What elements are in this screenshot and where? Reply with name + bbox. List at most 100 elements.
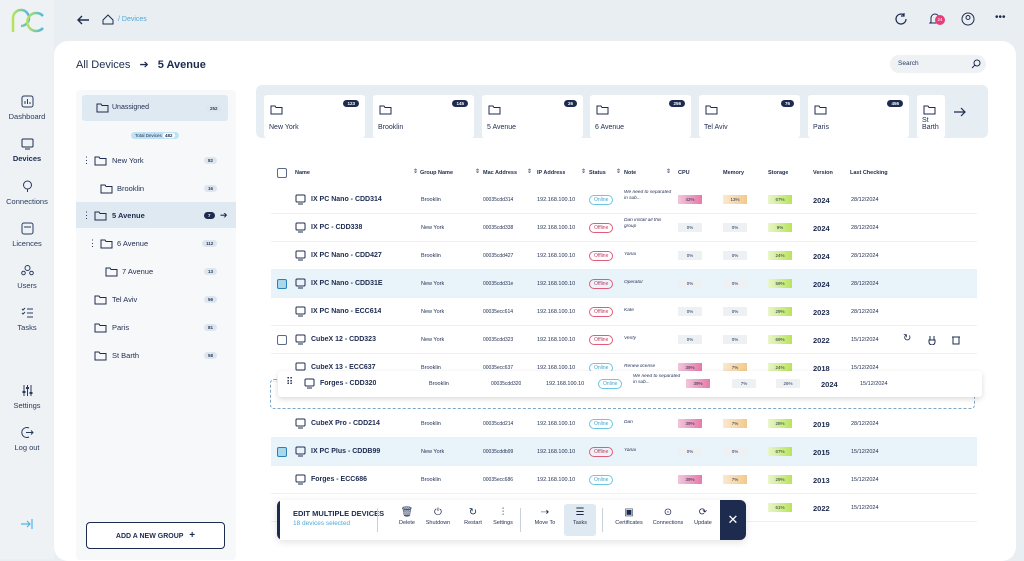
column-header[interactable]: IP Address <box>537 170 566 176</box>
nav-logout[interactable]: Log out <box>0 426 54 452</box>
column-header[interactable]: Storage <box>768 170 789 176</box>
column-header[interactable]: Group Name <box>420 170 454 176</box>
cpu-meter: 39% <box>678 475 702 484</box>
location-card[interactable]: Paris 456 <box>808 95 909 138</box>
nav-connections[interactable]: Connections <box>0 180 54 206</box>
tree-item-new-york[interactable]: ⋮ New York 82 <box>76 147 236 173</box>
nav-licences[interactable]: Licences <box>0 222 54 248</box>
more-menu-icon[interactable]: ••• <box>995 12 1006 23</box>
nav-tasks[interactable]: Tasks <box>0 306 54 332</box>
tree-item-7-avenue[interactable]: 7 Avenue 13 <box>76 258 236 284</box>
table-row[interactable]: IX PC Nano - ECC614 New York 00035ecc614 19… <box>271 298 977 326</box>
nav-dashboard[interactable]: Dashboard <box>0 95 54 121</box>
table-row[interactable]: IX PC Nano - CDD427 Brooklin 00035cdd427 19… <box>271 242 977 270</box>
user-avatar-icon[interactable] <box>961 12 975 26</box>
sort-icon[interactable]: ⇕ <box>581 169 587 175</box>
tool-connections[interactable]: ⊙ Connections <box>652 507 684 526</box>
cpu-meter: 39% <box>678 419 702 428</box>
sto-meter: 59% <box>768 279 792 288</box>
status-badge: Offline <box>589 307 614 317</box>
tree-item-brooklin[interactable]: Brooklin 16 <box>76 175 236 201</box>
sort-icon[interactable]: ⇕ <box>616 169 622 175</box>
breadcrumb-root[interactable]: All Devices <box>76 59 131 71</box>
drag-handle-icon[interactable]: ⠿ <box>286 377 294 388</box>
scroll-right-icon[interactable] <box>953 106 967 118</box>
column-header[interactable]: Version <box>813 170 833 176</box>
table-row[interactable]: Forges - ECC686 Brooklin 00035ecc686 192.16… <box>271 466 977 494</box>
drag-handle-icon[interactable]: ⋮ <box>88 237 97 248</box>
sto-meter: 24% <box>768 363 792 372</box>
settings-icon <box>22 385 32 396</box>
trash-icon: 🗑 <box>400 507 414 518</box>
column-header[interactable]: Last Checking <box>850 170 888 176</box>
sto-meter: 24% <box>768 251 792 260</box>
device-icon <box>295 306 306 317</box>
breadcrumb[interactable]: / Devices <box>118 16 147 23</box>
table-row[interactable]: CubeX 12 - CDD323 New York 00035cdd323 192.… <box>271 326 977 354</box>
close-edit-bar-button[interactable]: ✕ <box>720 500 746 540</box>
table-row[interactable]: IX PC Nano - CDD314 Brooklin 00035cdd314 19… <box>271 186 977 214</box>
table-row[interactable]: CubeX Pro - CDD214 Brooklin 00035cdd214 192… <box>271 410 977 438</box>
device-icon <box>295 474 306 485</box>
tool-settings[interactable]: ⫶ Settings <box>487 506 519 526</box>
nav-users[interactable]: Users <box>0 264 54 290</box>
tree-item-unassigned[interactable]: Unassigned 252 <box>82 95 228 121</box>
sort-icon[interactable]: ⇕ <box>666 169 672 175</box>
refresh-icon[interactable] <box>894 12 908 26</box>
tool-delete[interactable]: 🗑 Delete <box>391 506 423 526</box>
column-header[interactable]: Note <box>624 170 637 176</box>
tree-item-5-avenue[interactable]: ⋮ 5 Avenue 7 ➔ <box>76 202 236 228</box>
home-icon[interactable] <box>102 14 114 25</box>
table-row[interactable]: IX PC - CDD338 New York 00035cdd338 192.168… <box>271 214 977 242</box>
table-row[interactable]: IX PC Plus - CDDB99 New York 00035cddb99 19… <box>271 438 977 466</box>
cpu-meter: 0% <box>678 447 702 456</box>
delete-icon[interactable] <box>951 335 961 345</box>
tool-restart[interactable]: ↻ Restart <box>457 506 489 526</box>
drag-handle-icon[interactable]: ⋮ <box>82 154 91 165</box>
nav-devices[interactable]: Devices <box>0 137 54 163</box>
settings-sliders-icon: ⫶ <box>501 507 505 518</box>
table-row[interactable]: IX PC Nano - CDD31E New York 00035cdd31e 19… <box>271 270 977 298</box>
column-header[interactable]: Mac Address <box>483 170 518 176</box>
column-header[interactable]: Memory <box>723 170 745 176</box>
sort-icon[interactable]: ⇕ <box>527 169 533 175</box>
row-checkbox[interactable] <box>277 279 287 289</box>
move-folder-icon: ⇢ <box>540 507 550 518</box>
logout-icon <box>20 427 34 438</box>
select-all-checkbox[interactable] <box>277 168 287 178</box>
top-bar: / Devices 24 ••• <box>54 0 1024 40</box>
tool-update[interactable]: ⟳ Update <box>687 506 719 526</box>
sto-meter: 9% <box>768 223 792 232</box>
shutdown-icon[interactable] <box>927 335 937 345</box>
tree-item-st-barth[interactable]: St Barth 58 <box>76 342 236 368</box>
column-header[interactable]: CPU <box>678 170 690 176</box>
tree-item-paris[interactable]: Paris 81 <box>76 314 236 340</box>
restart-icon[interactable]: ↻ <box>903 333 912 344</box>
tree-item-tel-aviv[interactable]: Tel Aviv 56 <box>76 286 236 312</box>
location-card[interactable]: Brooklin 145 <box>373 95 474 138</box>
drag-handle-icon[interactable]: ⋮ <box>82 209 91 220</box>
location-card[interactable]: 5 Avenue 26 <box>482 95 583 138</box>
tool-move-to[interactable]: ⇢ Move To <box>529 506 561 526</box>
tool-shutdown[interactable]: ⏻ Shutdown <box>422 506 454 526</box>
location-card[interactable]: St Barth <box>917 95 945 138</box>
tree-item-6-avenue[interactable]: ⋮ 6 Avenue 112 <box>76 230 236 256</box>
nav-settings[interactable]: Settings <box>0 384 54 410</box>
sort-icon[interactable]: ⇕ <box>475 169 481 175</box>
tool-tasks[interactable]: ☰ Tasks <box>564 504 596 536</box>
dragged-row[interactable]: ⠿ Forges - CDD320 Brooklin 00035cdd320 192.1… <box>278 371 982 397</box>
column-header[interactable]: Name <box>295 170 310 176</box>
add-group-button[interactable]: ADD A NEW GROUP + <box>86 522 225 549</box>
row-checkbox[interactable] <box>277 335 287 345</box>
collapse-sidebar-icon[interactable] <box>20 518 34 530</box>
search-input[interactable]: Search <box>890 55 986 73</box>
column-header[interactable]: Status <box>589 170 606 176</box>
location-card[interactable]: 6 Avenue 256 <box>590 95 691 138</box>
back-arrow-icon[interactable] <box>76 15 90 25</box>
sort-icon[interactable]: ⇕ <box>413 169 419 175</box>
row-checkbox[interactable] <box>277 447 287 457</box>
tool-certificates[interactable]: ▣ Certificates <box>613 506 645 526</box>
location-card[interactable]: Tel Aviv 76 <box>699 95 800 138</box>
location-card[interactable]: New York 123 <box>264 95 365 138</box>
sto-meter: 67% <box>768 447 792 456</box>
